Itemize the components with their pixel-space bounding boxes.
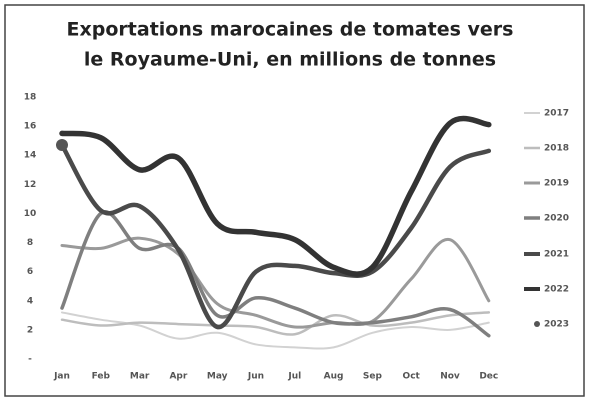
frame — [4, 4, 585, 397]
legend-label: 2019 — [544, 179, 569, 189]
line — [60, 236, 491, 329]
legend-label: 2021 — [544, 250, 569, 260]
x-tick-label: Sep — [363, 372, 383, 382]
x-tick-label: Aug — [324, 372, 344, 382]
x-tick-label: Nov — [440, 372, 460, 382]
line — [60, 311, 491, 336]
x-tick-label: Dec — [479, 372, 498, 382]
legend-label: 2017 — [544, 109, 569, 119]
y-tick-label: - — [28, 355, 32, 365]
x-tick-label: Oct — [403, 372, 421, 382]
legend-label: 2018 — [544, 144, 569, 154]
legend-label: 2022 — [544, 285, 569, 295]
y-tick-label: 14 — [24, 151, 37, 161]
legend-label: 2020 — [544, 214, 569, 224]
x-tick-label: Jul — [287, 372, 301, 382]
y-tick-label: 2 — [27, 325, 33, 335]
line — [61, 311, 490, 350]
y-tick-label: 6 — [27, 267, 33, 277]
y-tick-label: 18 — [24, 93, 37, 103]
y-tick-label: 4 — [27, 296, 33, 306]
line — [59, 115, 492, 277]
line — [59, 142, 492, 330]
y-tick-label: 16 — [24, 122, 37, 132]
legend-label: 2023 — [544, 320, 569, 330]
x-tick-label: Jun — [247, 372, 264, 382]
chart-title: le Royaume-Uni, en millions de tonnes — [84, 49, 496, 71]
y-tick-label: 12 — [24, 180, 37, 190]
line — [60, 210, 491, 338]
chart-title: Exportations marocaines de tomates vers — [67, 19, 514, 41]
point — [56, 139, 68, 152]
x-tick-label: May — [207, 372, 228, 382]
x-tick-label: Jan — [53, 372, 70, 382]
legend-swatch — [534, 321, 540, 327]
x-tick-label: Mar — [130, 372, 150, 382]
x-tick-label: Apr — [169, 372, 187, 382]
y-tick-label: 8 — [27, 238, 33, 248]
x-tick-label: Feb — [92, 372, 111, 382]
y-tick-label: 10 — [24, 209, 37, 219]
